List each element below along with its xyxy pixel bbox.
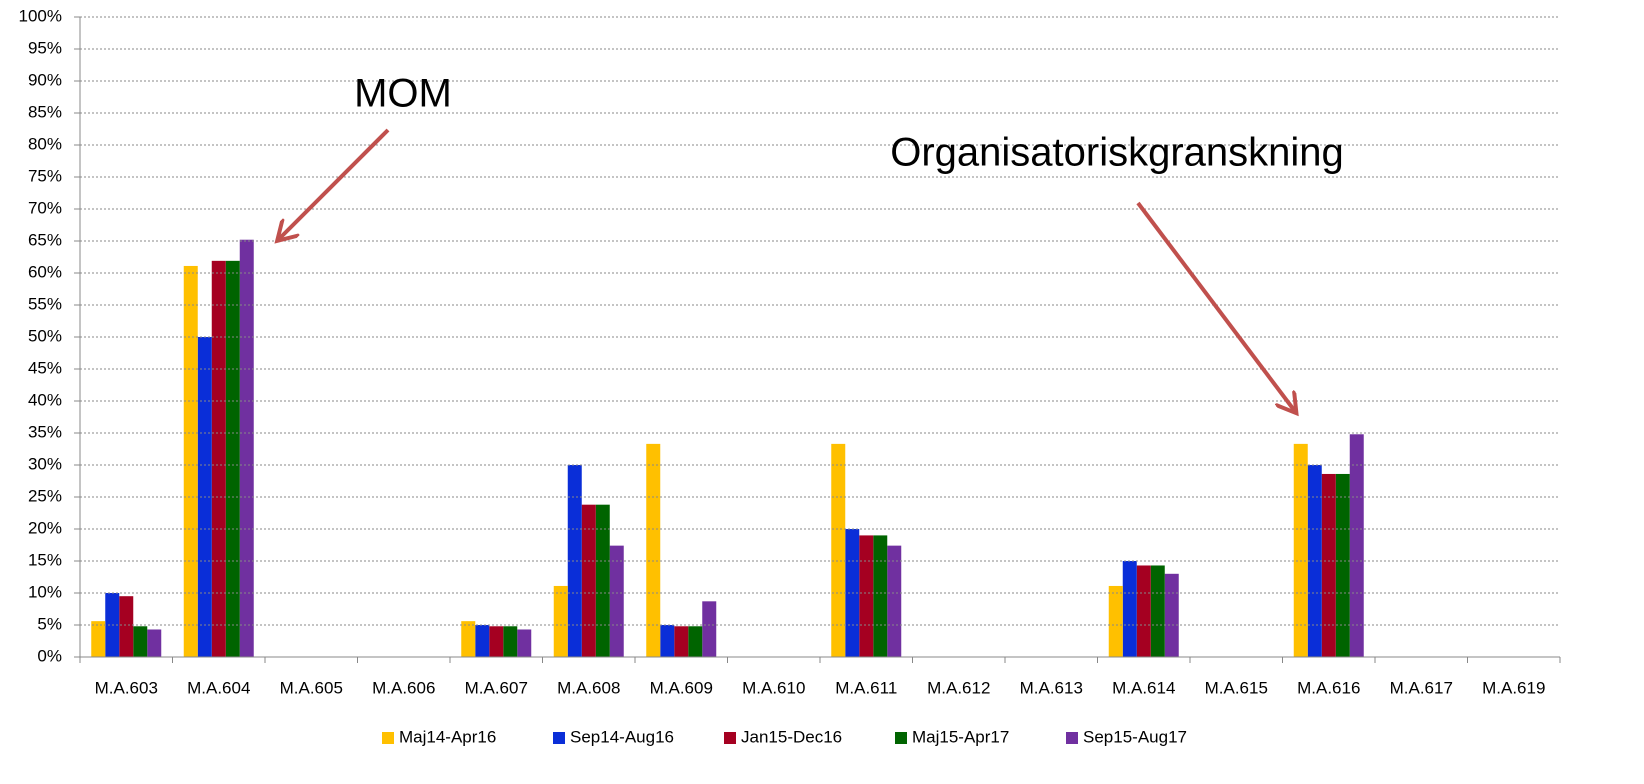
bar (674, 626, 689, 657)
x-tick-label: M.A.614 (1112, 678, 1175, 697)
bar (688, 626, 703, 657)
x-tick-label: M.A.619 (1482, 678, 1545, 697)
legend-swatch (553, 732, 565, 744)
y-tick-label: 70% (28, 198, 62, 217)
bar (211, 260, 226, 657)
bar (1122, 561, 1137, 657)
x-tick-label: M.A.605 (280, 678, 343, 697)
x-tick-label: M.A.616 (1297, 678, 1360, 697)
legend-swatch (724, 732, 736, 744)
bar (609, 545, 624, 657)
x-tick-label: M.A.612 (927, 678, 990, 697)
y-tick-label: 45% (28, 358, 62, 377)
bar (1335, 473, 1350, 657)
x-tick-label: M.A.615 (1205, 678, 1268, 697)
y-tick-label: 5% (37, 614, 62, 633)
y-tick-label: 20% (28, 518, 62, 537)
bar (873, 535, 888, 657)
x-tick-label: M.A.613 (1020, 678, 1083, 697)
y-tick-label: 90% (28, 70, 62, 89)
y-tick-label: 75% (28, 166, 62, 185)
bar (239, 239, 254, 657)
y-tick-label: 65% (28, 230, 62, 249)
bar (91, 621, 106, 657)
bar (1108, 585, 1123, 657)
x-tick-label: M.A.609 (650, 678, 713, 697)
bar (595, 504, 610, 657)
x-tick-label: M.A.607 (465, 678, 528, 697)
legend-label: Jan15-Dec16 (741, 727, 842, 746)
x-tick-label: M.A.610 (742, 678, 805, 697)
bar (489, 626, 504, 657)
y-tick-label: 50% (28, 326, 62, 345)
x-tick-label: M.A.611 (835, 678, 897, 697)
bar (225, 260, 240, 657)
x-tick-label: M.A.604 (187, 678, 250, 697)
legend-swatch (895, 732, 907, 744)
bar (461, 621, 476, 657)
bar (1321, 473, 1336, 657)
bar (1136, 565, 1151, 657)
y-tick-label: 0% (37, 646, 62, 665)
bar (553, 585, 568, 657)
x-tick-label: M.A.606 (372, 678, 435, 697)
bar (147, 629, 162, 657)
y-tick-label: 10% (28, 582, 62, 601)
bar (119, 596, 134, 657)
y-tick-label: 15% (28, 550, 62, 569)
arrow (280, 128, 390, 238)
y-tick-label: 95% (28, 38, 62, 57)
y-tick-label: 30% (28, 454, 62, 473)
bar (1150, 565, 1165, 657)
legend-swatch (382, 732, 394, 744)
bar (887, 545, 902, 657)
x-tick-label: M.A.617 (1390, 678, 1453, 697)
bar (702, 601, 717, 657)
bar (517, 629, 532, 657)
annotation: MOM (354, 72, 452, 116)
bar (183, 265, 198, 657)
arrow (1136, 201, 1294, 410)
y-tick-label: 35% (28, 422, 62, 441)
legend-label: Maj15-Apr17 (912, 727, 1009, 746)
legend-label: Maj14-Apr16 (399, 727, 496, 746)
legend-label: Sep15-Aug17 (1083, 727, 1187, 746)
bar (1164, 573, 1179, 657)
y-tick-label: 85% (28, 102, 62, 121)
y-tick-label: 80% (28, 134, 62, 153)
bar (475, 625, 490, 657)
bar (567, 465, 582, 657)
legend-swatch (1066, 732, 1078, 744)
legend-label: Sep14-Aug16 (570, 727, 674, 746)
y-tick-label: 40% (28, 390, 62, 409)
bar (1349, 434, 1364, 657)
y-tick-label: 100% (19, 6, 62, 25)
annotation: Organisatoriskgranskning (890, 131, 1344, 175)
x-tick-label: M.A.608 (557, 678, 620, 697)
bar (581, 504, 596, 657)
x-tick-label: M.A.603 (95, 678, 158, 697)
bar (133, 626, 148, 657)
bar (503, 626, 518, 657)
bar (660, 625, 675, 657)
bar (1307, 465, 1322, 657)
y-tick-label: 25% (28, 486, 62, 505)
y-tick-label: 60% (28, 262, 62, 281)
bar (859, 535, 874, 657)
y-tick-label: 55% (28, 294, 62, 313)
